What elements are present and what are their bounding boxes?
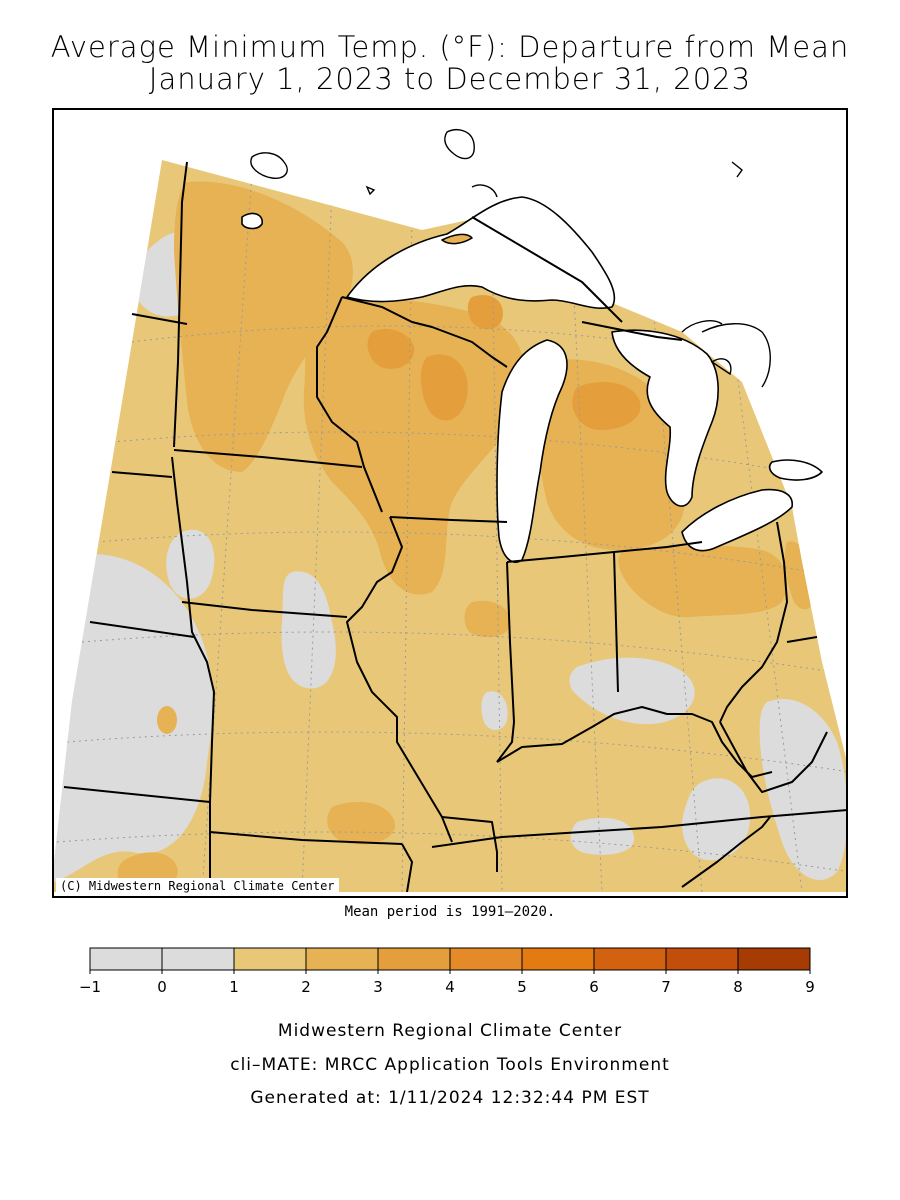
border-iowa-missouri — [181, 601, 348, 618]
legend-swatch — [377, 947, 451, 971]
anomaly-zone-three-to-four — [420, 354, 468, 421]
legend-tick-label: 0 — [157, 978, 167, 996]
anomaly-zone-two-to-three — [464, 600, 511, 638]
border-dakotas — [131, 313, 188, 325]
border-sd-nd — [111, 471, 173, 478]
border-virginia-wv — [719, 721, 828, 793]
border-kentucky-tennessee — [431, 809, 846, 848]
isle-royale — [441, 233, 473, 245]
border-ohio-river — [496, 706, 773, 778]
border-michigan-ohio — [666, 541, 703, 548]
border-minnesota-west — [173, 161, 188, 448]
legend-swatch — [665, 947, 739, 971]
footer-organization: Midwestern Regional Climate Center — [277, 1021, 623, 1041]
lake-huron — [611, 329, 719, 507]
state-boundaries — [63, 161, 846, 893]
border-indiana-michigan — [506, 546, 668, 563]
footer-tool-name: cli–MATE: MRCC Application Tools Environ… — [230, 1055, 670, 1075]
legend-swatch — [449, 947, 523, 971]
legend-tick-label: −1 — [79, 978, 101, 996]
border-michigan-up — [581, 321, 683, 341]
canada-outline — [250, 129, 771, 388]
lake-erie — [681, 488, 793, 552]
anomaly-zone-near-zero — [682, 778, 751, 861]
legend-swatch — [233, 947, 307, 971]
anomaly-zone-three-to-four — [467, 294, 503, 330]
legend-tick-label: 3 — [373, 978, 383, 996]
legend-tick-label: 7 — [661, 978, 671, 996]
footer-generated-time: Generated at: 1/11/2024 12:32:44 PM EST — [250, 1088, 650, 1108]
anomaly-zone-three-to-four — [572, 382, 641, 430]
legend-tick-label: 2 — [301, 978, 311, 996]
map-date-range: January 1, 2023 to December 31, 2023 — [148, 62, 752, 96]
anomaly-zone-two-to-three — [327, 801, 395, 845]
border-illinois-indiana — [496, 561, 515, 763]
legend-swatch — [737, 947, 811, 971]
map-copyright: (C) Midwestern Regional Climate Center — [56, 878, 339, 894]
midwest-map — [54, 129, 846, 893]
map-title: Average Minimum Temp. (°F): Departure fr… — [50, 30, 850, 64]
border-minnesota-iowa — [173, 449, 363, 468]
color-scale-legend: −1 0 1 2 3 4 5 6 7 8 9 — [79, 947, 815, 996]
legend-tick-label: 5 — [517, 978, 527, 996]
anomaly-zone-near-zero — [281, 571, 336, 689]
lake-of-the-woods — [241, 212, 263, 230]
legend-tick-label: 9 — [805, 978, 815, 996]
anomaly-zone-near-zero — [759, 698, 846, 881]
legend-swatch — [89, 947, 163, 971]
anomaly-zone-two-to-three — [303, 297, 525, 595]
anomaly-zone-two-to-three — [546, 455, 578, 479]
anomaly-zone-two-to-three — [618, 545, 787, 618]
border-pennsylvania — [786, 636, 818, 643]
anomaly-zone-near-zero — [166, 529, 215, 599]
border-kentucky-virginia — [681, 816, 771, 888]
legend-tick-label: 4 — [445, 978, 455, 996]
lake-ontario — [768, 459, 823, 481]
border-mississippi-river — [171, 456, 215, 892]
legend-tick-label: 6 — [589, 978, 599, 996]
border-indiana-ohio — [613, 551, 619, 693]
border-nebraska-sd — [89, 621, 195, 638]
lake-michigan — [496, 339, 568, 563]
legend-swatch — [521, 947, 595, 971]
legend-swatch — [305, 947, 379, 971]
border-canada-michigan — [471, 216, 623, 323]
border-wisconsin-illinois — [389, 516, 508, 523]
anomaly-zone-two-to-three — [174, 181, 353, 472]
border-tn-river — [441, 816, 498, 872]
anomaly-zone-near-zero — [569, 657, 695, 725]
border-ohio-east — [719, 521, 788, 723]
map-frame: (C) Midwestern Regional Climate Center — [52, 108, 848, 898]
legend-tick-label: 8 — [733, 978, 743, 996]
anomaly-zone-three-to-four — [367, 328, 415, 369]
anomaly-zone-near-zero — [570, 817, 635, 855]
legend-tick-label: 1 — [229, 978, 239, 996]
legend-swatch — [593, 947, 667, 971]
border-illinois-west — [346, 516, 453, 843]
mean-period-note: Mean period is 1991–2020. — [344, 904, 556, 920]
border-missouri-arkansas — [209, 831, 403, 845]
lake-superior — [346, 196, 616, 309]
legend-swatch — [161, 947, 235, 971]
border-tn-missouri-bootheel — [401, 843, 413, 893]
anomaly-zone-near-zero — [481, 691, 508, 731]
great-lakes — [241, 196, 823, 563]
border-minnesota-wisconsin — [316, 296, 383, 513]
border-wisconsin-michigan-up — [341, 296, 508, 368]
anomaly-zone-two-to-three — [157, 706, 177, 734]
border-kansas-nebraska — [63, 786, 211, 803]
